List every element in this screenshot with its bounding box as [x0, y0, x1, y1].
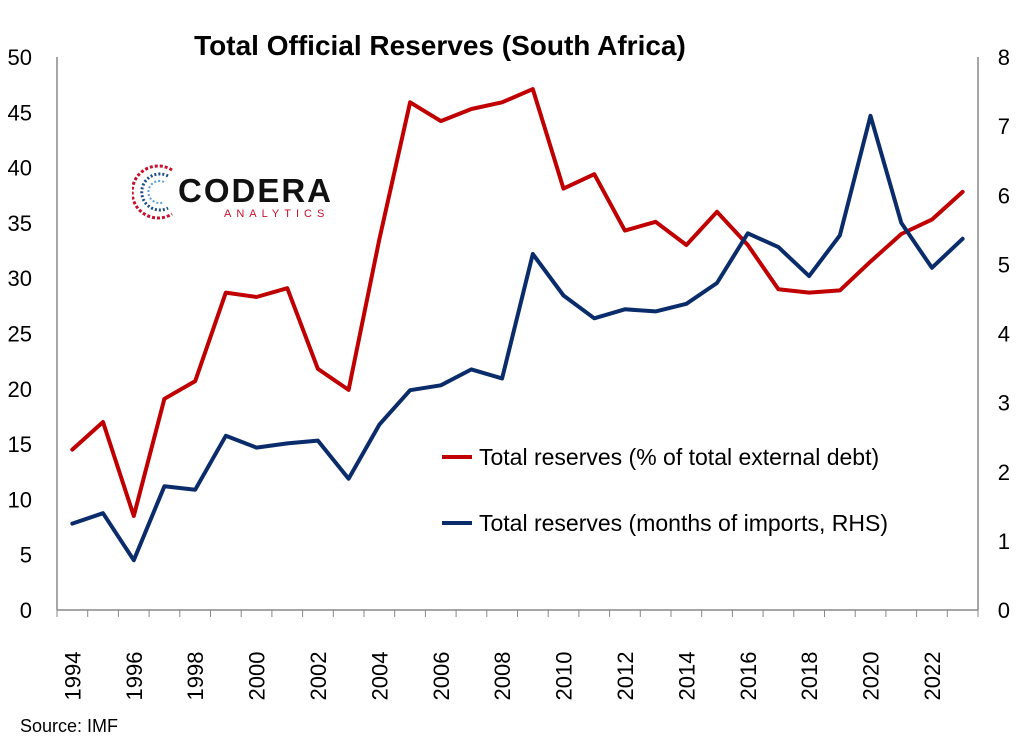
x-tick-label: 1996	[122, 652, 147, 701]
x-tick-label: 2000	[245, 652, 270, 701]
x-tick-label: 1994	[60, 652, 85, 701]
y-right-tick-label: 4	[998, 322, 1010, 347]
series-line-reserves-pct-debt	[70, 87, 965, 518]
y-left-tick-label: 40	[8, 156, 32, 181]
logo-wordmark: CODERA	[178, 172, 334, 209]
x-tick-label: 2010	[552, 652, 577, 701]
y-right-tick-label: 6	[998, 183, 1010, 208]
y-left-tick-label: 15	[8, 432, 32, 457]
y-right-tick-label: 5	[998, 252, 1010, 277]
y-left-tick-label: 5	[20, 543, 32, 568]
source-note: Source: IMF	[20, 716, 119, 736]
y-left-tick-label: 30	[8, 266, 32, 291]
logo-subtitle: ANALYTICS	[224, 208, 330, 220]
y-left-tick-label: 0	[20, 598, 32, 623]
y-left-tick-label: 35	[8, 211, 32, 236]
y-right-tick-label: 3	[998, 391, 1010, 416]
x-tick-label: 2008	[490, 652, 515, 701]
x-tick-label: 2014	[674, 652, 699, 701]
y-right-tick-label: 0	[998, 598, 1010, 623]
y-left-tick-label: 20	[8, 377, 32, 402]
x-tick-label: 2006	[429, 652, 454, 701]
x-tick-label: 2012	[613, 652, 638, 701]
x-tick-label: 2016	[736, 652, 761, 701]
y-right-tick-label: 8	[998, 45, 1010, 70]
y-right-tick-label: 1	[998, 529, 1010, 554]
y-left-tick-label: 45	[8, 100, 32, 125]
y-left-tick-label: 10	[8, 487, 32, 512]
x-tick-label: 2022	[920, 652, 945, 701]
legend-label: Total reserves (% of total external debt…	[479, 444, 879, 470]
x-tick-label: 2018	[797, 652, 822, 701]
y-left-tick-label: 50	[8, 45, 32, 70]
x-tick-label: 1998	[183, 652, 208, 701]
y-right-tick-label: 2	[998, 460, 1010, 485]
series-line-reserves-months-imports	[70, 113, 965, 563]
x-tick-label: 2002	[306, 652, 331, 701]
x-tick-label: 2020	[859, 652, 884, 701]
chart-title: Total Official Reserves (South Africa)	[194, 30, 686, 61]
y-right-tick-label: 7	[998, 114, 1010, 139]
x-tick-label: 2004	[367, 652, 392, 701]
y-left-tick-label: 25	[8, 322, 32, 347]
codera-logo-mark-icon	[132, 164, 173, 220]
legend-label: Total reserves (months of imports, RHS)	[479, 510, 888, 536]
codera-logo: CODERA ANALYTICS	[132, 158, 331, 228]
